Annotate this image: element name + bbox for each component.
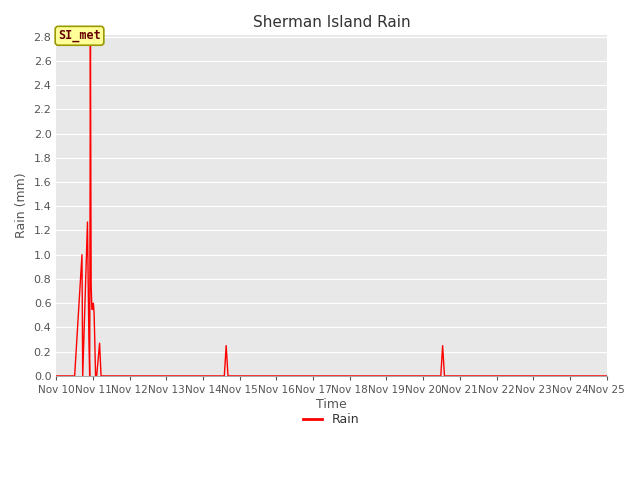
Text: SI_met: SI_met (58, 29, 101, 42)
Title: Sherman Island Rain: Sherman Island Rain (253, 15, 410, 30)
X-axis label: Time: Time (316, 398, 347, 411)
Y-axis label: Rain (mm): Rain (mm) (15, 173, 28, 239)
Legend: Rain: Rain (298, 408, 365, 431)
